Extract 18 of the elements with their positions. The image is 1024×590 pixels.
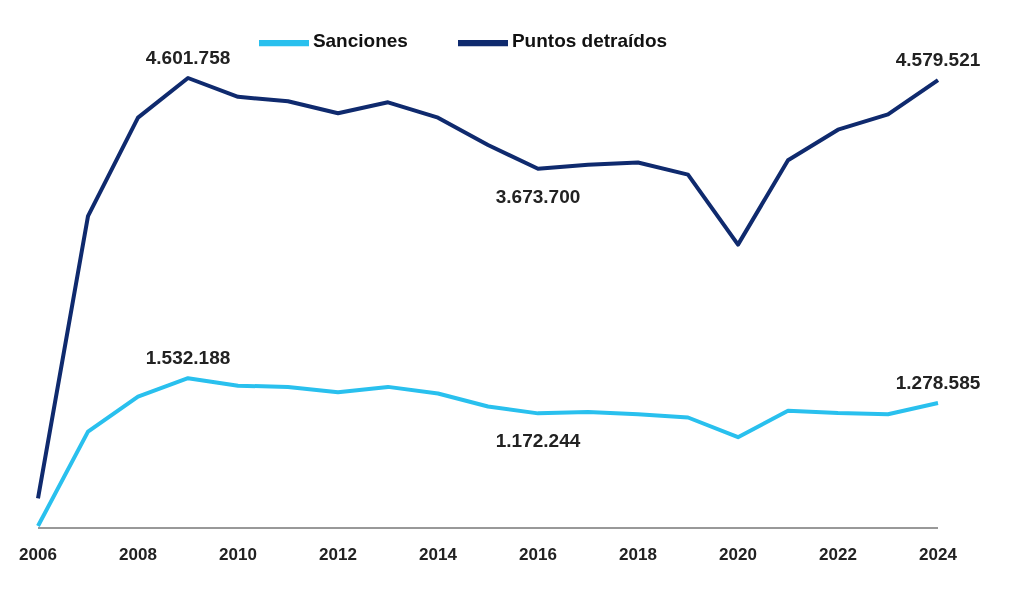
- x-tick-label: 2008: [119, 545, 157, 565]
- legend-label: Sanciones: [312, 30, 408, 52]
- data-label: 1.532.188: [145, 347, 231, 369]
- legend-label: Puntos detraídos: [511, 30, 668, 52]
- data-label: 1.172.244: [495, 430, 581, 452]
- data-label: 3.673.700: [495, 185, 581, 207]
- x-tick-label: 2010: [219, 545, 257, 565]
- x-tick-label: 2006: [19, 545, 57, 565]
- x-tick-label: 2024: [919, 545, 958, 565]
- data-label: 1.278.585: [895, 371, 981, 393]
- x-tick-label: 2014: [419, 545, 458, 565]
- x-tick-label: 2012: [319, 545, 357, 565]
- x-tick-label: 2022: [819, 545, 857, 565]
- x-tick-label: 2018: [619, 545, 657, 565]
- data-label: 4.579.521: [895, 49, 981, 71]
- data-label: 4.601.758: [145, 47, 231, 68]
- x-tick-label: 2016: [519, 545, 557, 565]
- x-tick-label: 2020: [719, 545, 757, 565]
